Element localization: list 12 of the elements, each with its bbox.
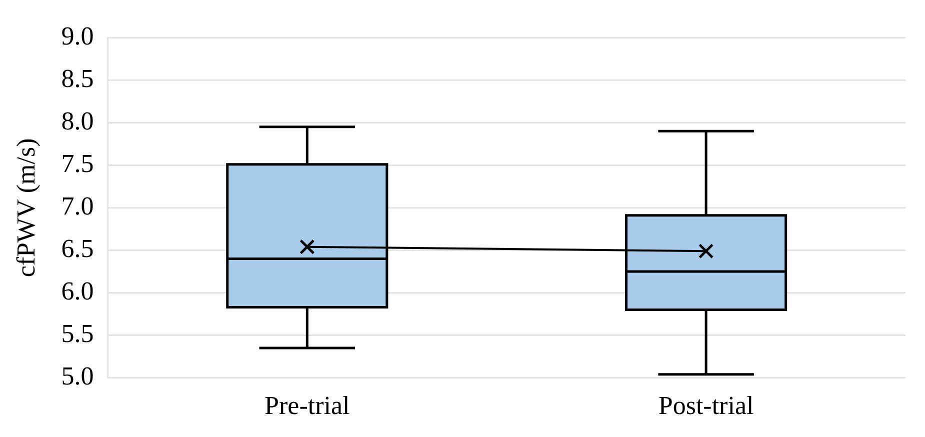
y-tick-label: 6.0 <box>61 276 94 306</box>
y-tick-label: 7.5 <box>61 149 94 178</box>
y-tick-label: 6.5 <box>61 234 94 264</box>
y-tick-label: 7.0 <box>61 192 94 221</box>
y-axis-title: cfPWV (m/s) <box>11 138 40 278</box>
y-tick-label: 8.0 <box>61 106 94 136</box>
x-tick-label: Post-trial <box>658 391 754 420</box>
y-tick-label: 9.0 <box>61 21 94 50</box>
y-tick-label: 5.5 <box>61 319 94 348</box>
x-tick-label: Pre-trial <box>264 391 350 420</box>
y-tick-label: 5.0 <box>61 362 94 391</box>
y-tick-label: 8.5 <box>61 64 94 93</box>
